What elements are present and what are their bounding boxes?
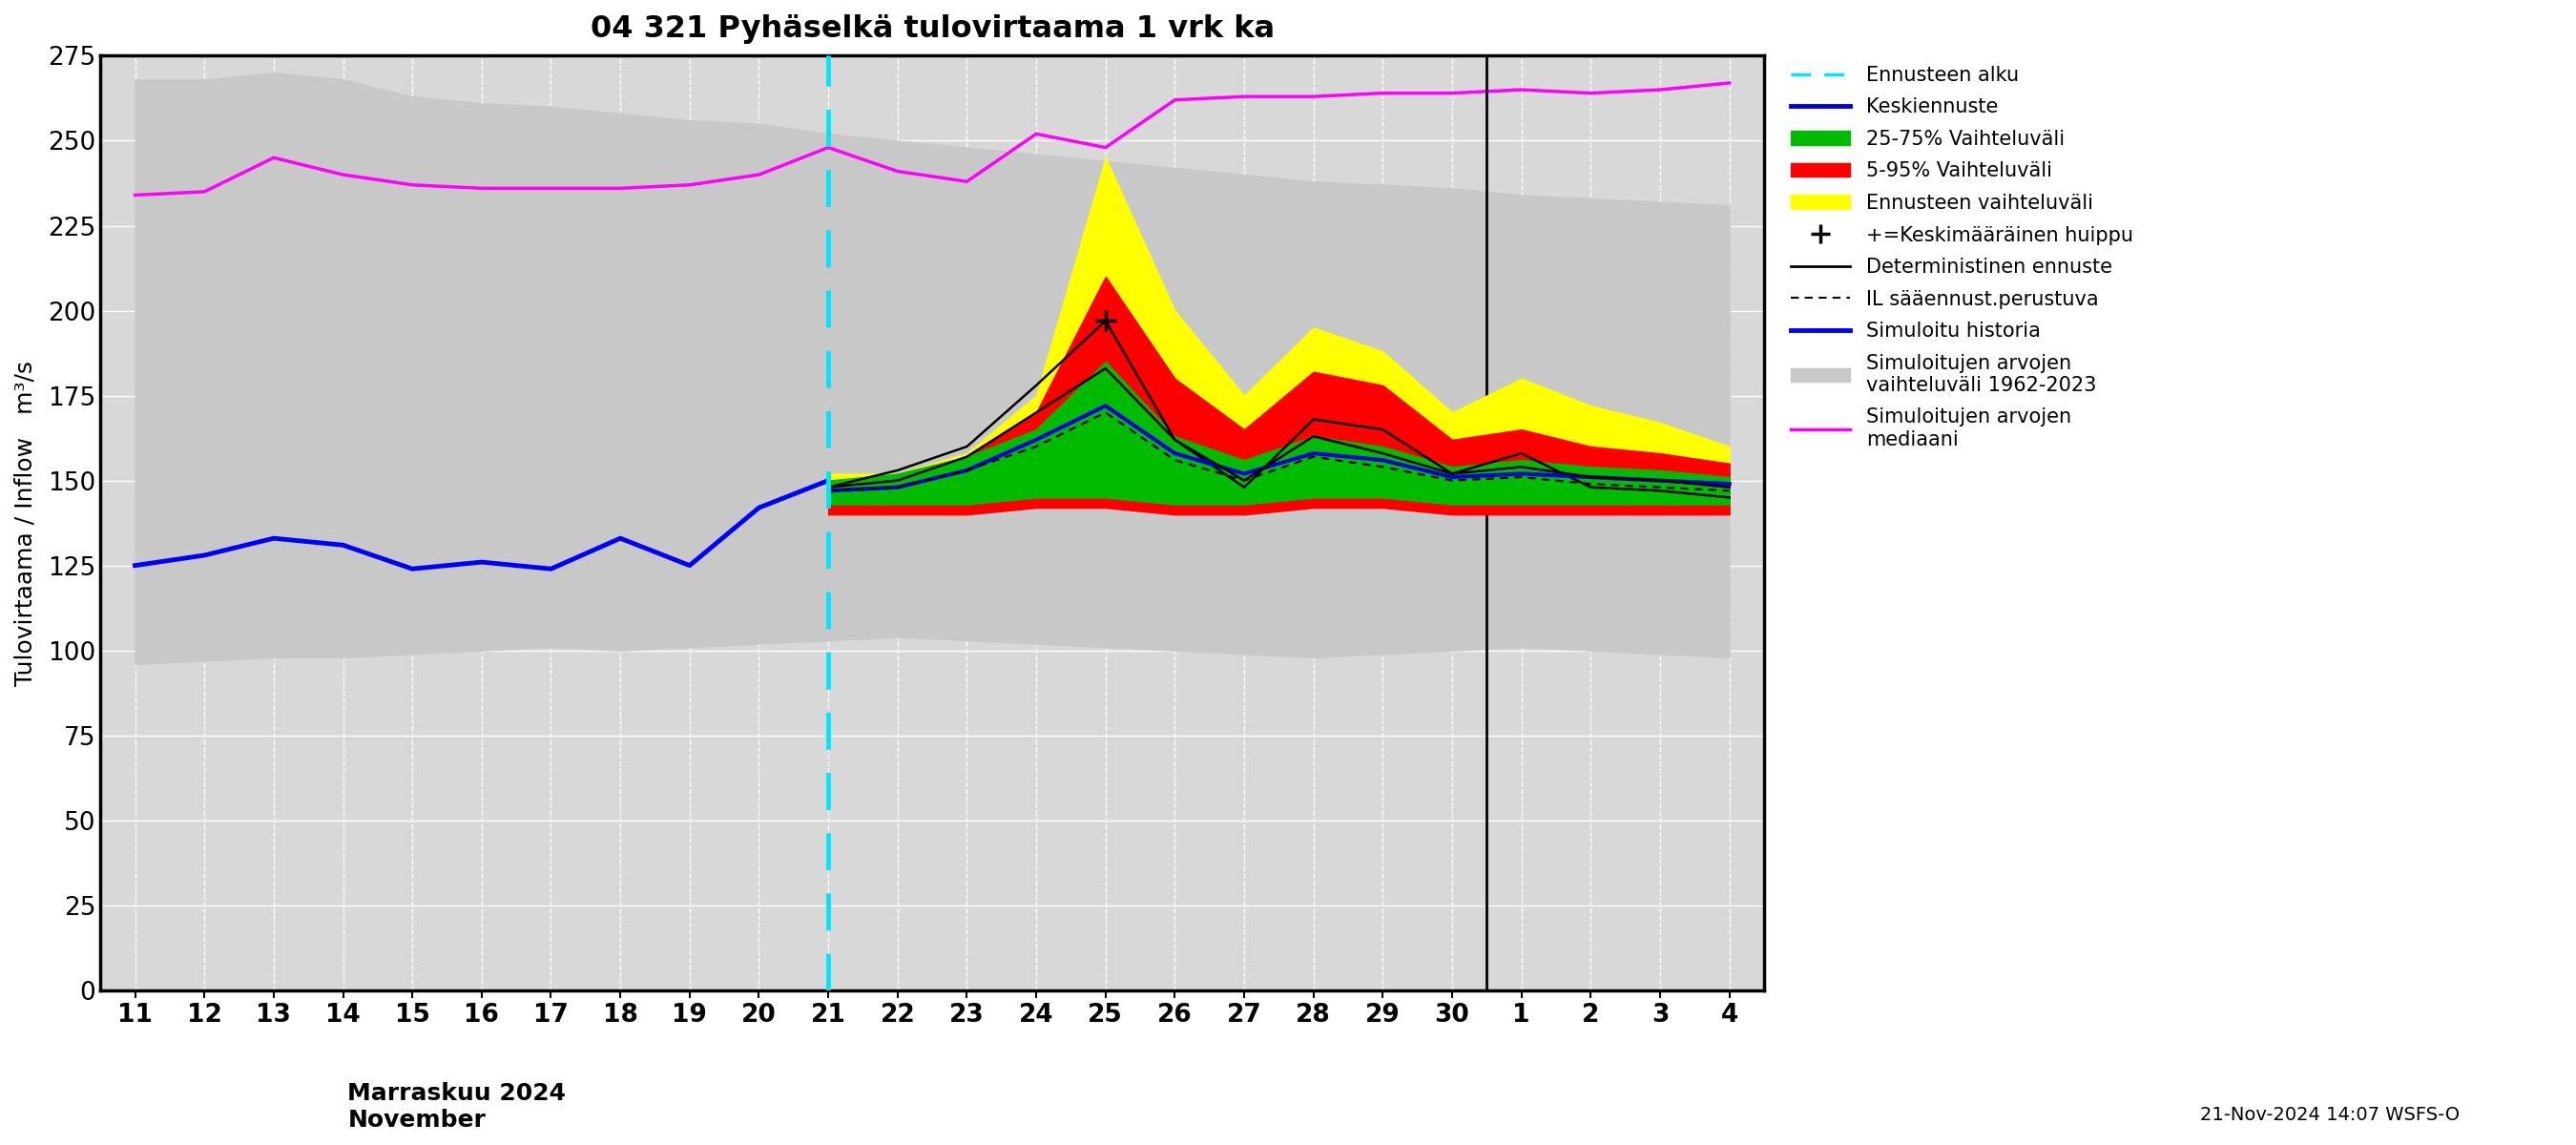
Y-axis label: Tulovirtaama / Inflow   m³/s: Tulovirtaama / Inflow m³/s	[15, 361, 36, 686]
Title: 04 321 Pyhäselkä tulovirtaama 1 vrk ka: 04 321 Pyhäselkä tulovirtaama 1 vrk ka	[590, 14, 1275, 44]
Text: 21-Nov-2024 14:07 WSFS-O: 21-Nov-2024 14:07 WSFS-O	[2200, 1106, 2460, 1124]
Text: Marraskuu 2024
November: Marraskuu 2024 November	[348, 1082, 567, 1131]
Legend: Ennusteen alku, Keskiennuste, 25-75% Vaihteluväli, 5-95% Vaihteluväli, Ennusteen: Ennusteen alku, Keskiennuste, 25-75% Vai…	[1790, 65, 2133, 449]
